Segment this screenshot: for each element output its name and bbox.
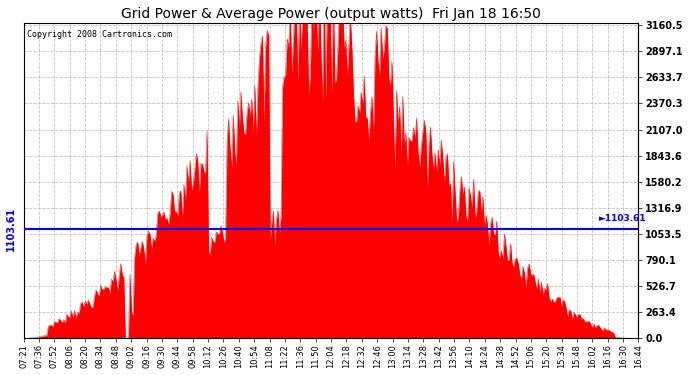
Text: Copyright 2008 Cartronics.com: Copyright 2008 Cartronics.com — [27, 30, 172, 39]
Text: 1103.61: 1103.61 — [6, 207, 16, 251]
Title: Grid Power & Average Power (output watts)  Fri Jan 18 16:50: Grid Power & Average Power (output watts… — [121, 7, 541, 21]
Text: ►1103.61: ►1103.61 — [598, 214, 646, 223]
